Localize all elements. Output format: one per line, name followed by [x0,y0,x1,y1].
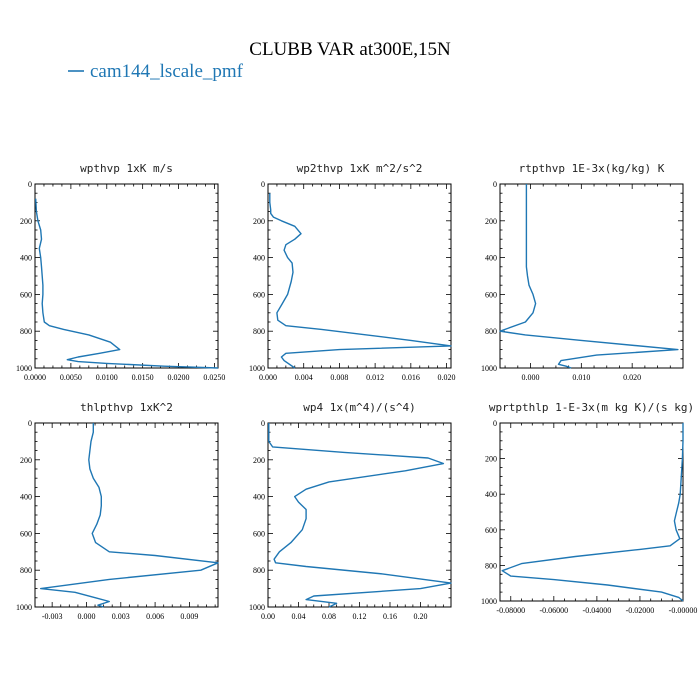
x-tick-label: 0.0000 [24,373,46,382]
y-tick-label: 0 [493,419,497,428]
panel-frame [34,183,219,369]
y-tick-label: 200 [253,456,265,465]
figure-title: CLUBB VAR at300E,15N [249,39,451,60]
panel-title: wpthvp 1xK m/s [80,162,173,175]
x-tick-label: -0.04000 [583,606,612,615]
panel-frame [34,422,219,608]
panel-title: thlpthvp 1xK^2 [80,401,173,414]
y-tick-label: 400 [20,493,32,502]
panel-title: wp2thvp 1xK m^2/s^2 [297,162,423,175]
x-tick-label: 0.016 [402,373,420,382]
y-tick-label: 400 [253,254,265,263]
panel-3: rtpthvp 1E-3x(kg/kg) K 0 200 400 600 800 1000 0… [481,162,684,382]
y-tick-label: 600 [485,290,497,299]
x-tick-label: 0.16 [383,612,397,621]
legend: cam144_lscale_pmf [68,61,244,82]
x-tick-label: 0.000 [522,373,540,382]
x-tick-label: 0.0150 [132,373,154,382]
y-tick-label: 1000 [481,364,497,373]
x-tick-label: 0.012 [366,373,384,382]
x-tick-label: 0.010 [572,373,590,382]
y-tick-label: 1000 [249,364,265,373]
y-tick-label: 200 [20,456,32,465]
y-tick-label: 800 [20,327,32,336]
y-tick-label: 400 [485,254,497,263]
series-line [501,423,684,602]
y-tick-label: 800 [253,566,265,575]
x-tick-label: 0.020 [623,373,641,382]
panel-2: wp2thvp 1xK m^2/s^2020040060080010000.00… [249,162,456,382]
y-tick-label: 400 [253,493,265,502]
y-tick-label: 200 [485,217,497,226]
panel-title: wprtpthlp 1-E-3x(m kg K)/(s kg) [489,401,694,414]
panel-4: thlpthvp 1xK^2 0 200 400 600 800 1000 -0.003 0.0… [16,401,219,621]
panel-frame [267,183,452,369]
panel-title: rtpthvp 1E-3x(kg/kg) K [519,162,665,175]
series-line [499,184,679,369]
x-tick-label: 0.0250 [203,373,225,382]
y-tick-label: 800 [485,327,497,336]
x-tick-label: 0.009 [180,612,198,621]
series-line [269,193,452,369]
y-tick-label: 1000 [249,603,265,612]
y-tick-label: 0 [28,419,32,428]
y-tick-label: 200 [485,455,497,464]
x-tick-label: 0.008 [330,373,348,382]
x-tick-label: -0.003 [42,612,63,621]
y-tick-label: 600 [485,526,497,535]
y-tick-label: 400 [485,490,497,499]
y-tick-label: 600 [253,529,265,538]
x-tick-label: 0.04 [292,612,306,621]
x-tick-label: 0.12 [353,612,367,621]
x-tick-label: -0.00000 [669,606,698,615]
y-tick-label: 1000 [16,364,32,373]
series-line [35,198,219,369]
x-tick-label: 0.0200 [168,373,190,382]
panel-title: wp4 1x(m^4)/(s^4) [303,401,416,414]
x-tick-label: 0.003 [112,612,130,621]
y-tick-label: 600 [20,529,32,538]
y-tick-label: 600 [253,290,265,299]
x-tick-label: 0.006 [146,612,164,621]
y-tick-label: 600 [20,290,32,299]
y-tick-label: 0 [261,180,265,189]
y-tick-label: 400 [20,254,32,263]
x-tick-label: 0.00 [261,612,275,621]
y-tick-label: 200 [253,217,265,226]
y-tick-label: 0 [261,419,265,428]
y-tick-label: 800 [485,561,497,570]
x-tick-label: 0.000 [77,612,95,621]
legend-label: cam144_lscale_pmf [90,61,244,82]
x-tick-label: 0.0100 [96,373,118,382]
series-line [40,423,219,608]
x-tick-label: 0.020 [438,373,456,382]
x-tick-label: -0.08000 [496,606,525,615]
y-tick-label: 1000 [16,603,32,612]
y-tick-label: 800 [20,566,32,575]
x-tick-label: 0.08 [322,612,336,621]
series-line [268,423,452,608]
panel-6: wprtpthlp 1-E-3x(m kg K)/(s kg) 0 200 400 60… [481,401,697,615]
y-tick-label: 1000 [481,597,497,606]
x-tick-label: 0.0050 [60,373,82,382]
panel-frame [499,422,684,602]
y-tick-label: 200 [20,217,32,226]
y-tick-label: 800 [253,327,265,336]
x-tick-label: -0.02000 [626,606,655,615]
x-tick-label: 0.000 [259,373,277,382]
y-tick-label: 0 [28,180,32,189]
x-tick-label: 0.004 [295,373,313,382]
x-tick-label: 0.20 [414,612,428,621]
x-tick-label: -0.06000 [539,606,568,615]
y-tick-label: 0 [493,180,497,189]
